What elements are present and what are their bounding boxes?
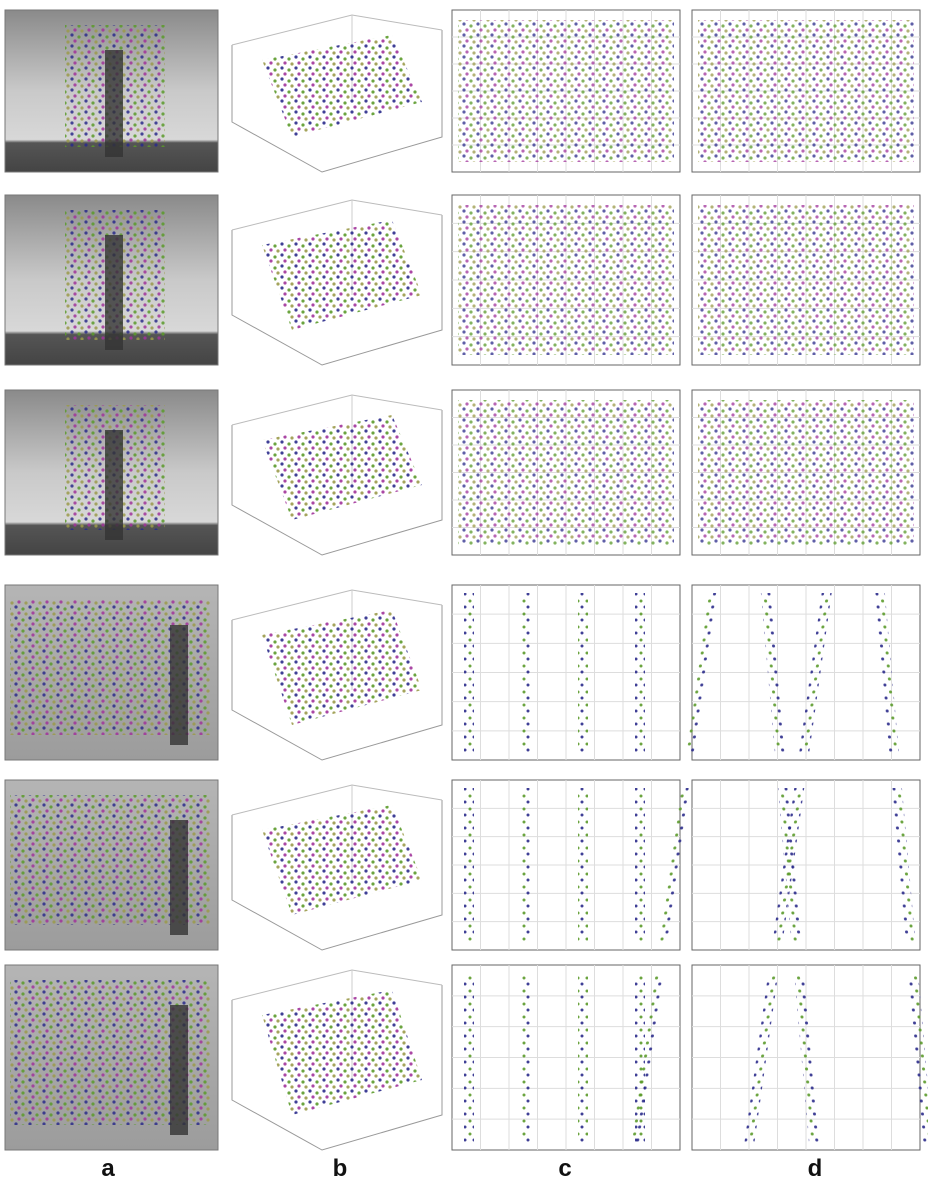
column-label: b [333,1155,348,1182]
person [105,235,123,350]
person [105,430,123,540]
point-track [521,973,531,1142]
point-cloud [262,415,422,520]
point-track [521,788,531,942]
point-track [635,788,645,942]
point-cloud [458,400,674,545]
point-track [578,973,588,1142]
page: a b c d (() => { const data = JSON.parse… [0,0,928,1190]
axis-box [232,970,442,1000]
point-cloud [262,35,422,137]
point-cloud [458,20,674,162]
axis-box [232,15,442,45]
axis-box [232,395,442,425]
axis-box [232,785,442,815]
person [170,625,188,745]
person [170,1005,188,1135]
point-cloud [262,610,422,725]
point-track [464,973,474,1142]
figure: a b c d [0,0,928,1190]
column-label: a [101,1155,115,1182]
point-track [578,788,588,942]
point-cloud [698,20,914,162]
point-cloud [698,205,914,355]
point-cloud [262,220,422,330]
point-track [578,593,588,752]
point-track [464,593,474,752]
point-track [635,593,645,752]
column-label: d [808,1155,823,1182]
point-cloud [262,990,422,1115]
point-cloud [458,205,674,355]
point-cloud [698,400,914,545]
column-label: c [558,1155,571,1182]
point-cloud [262,805,422,915]
point-track [521,593,531,752]
panels [5,10,928,1150]
point-track [464,788,474,942]
axis-box [232,590,442,620]
axis-box [232,200,442,230]
person [170,820,188,935]
person [105,50,123,157]
